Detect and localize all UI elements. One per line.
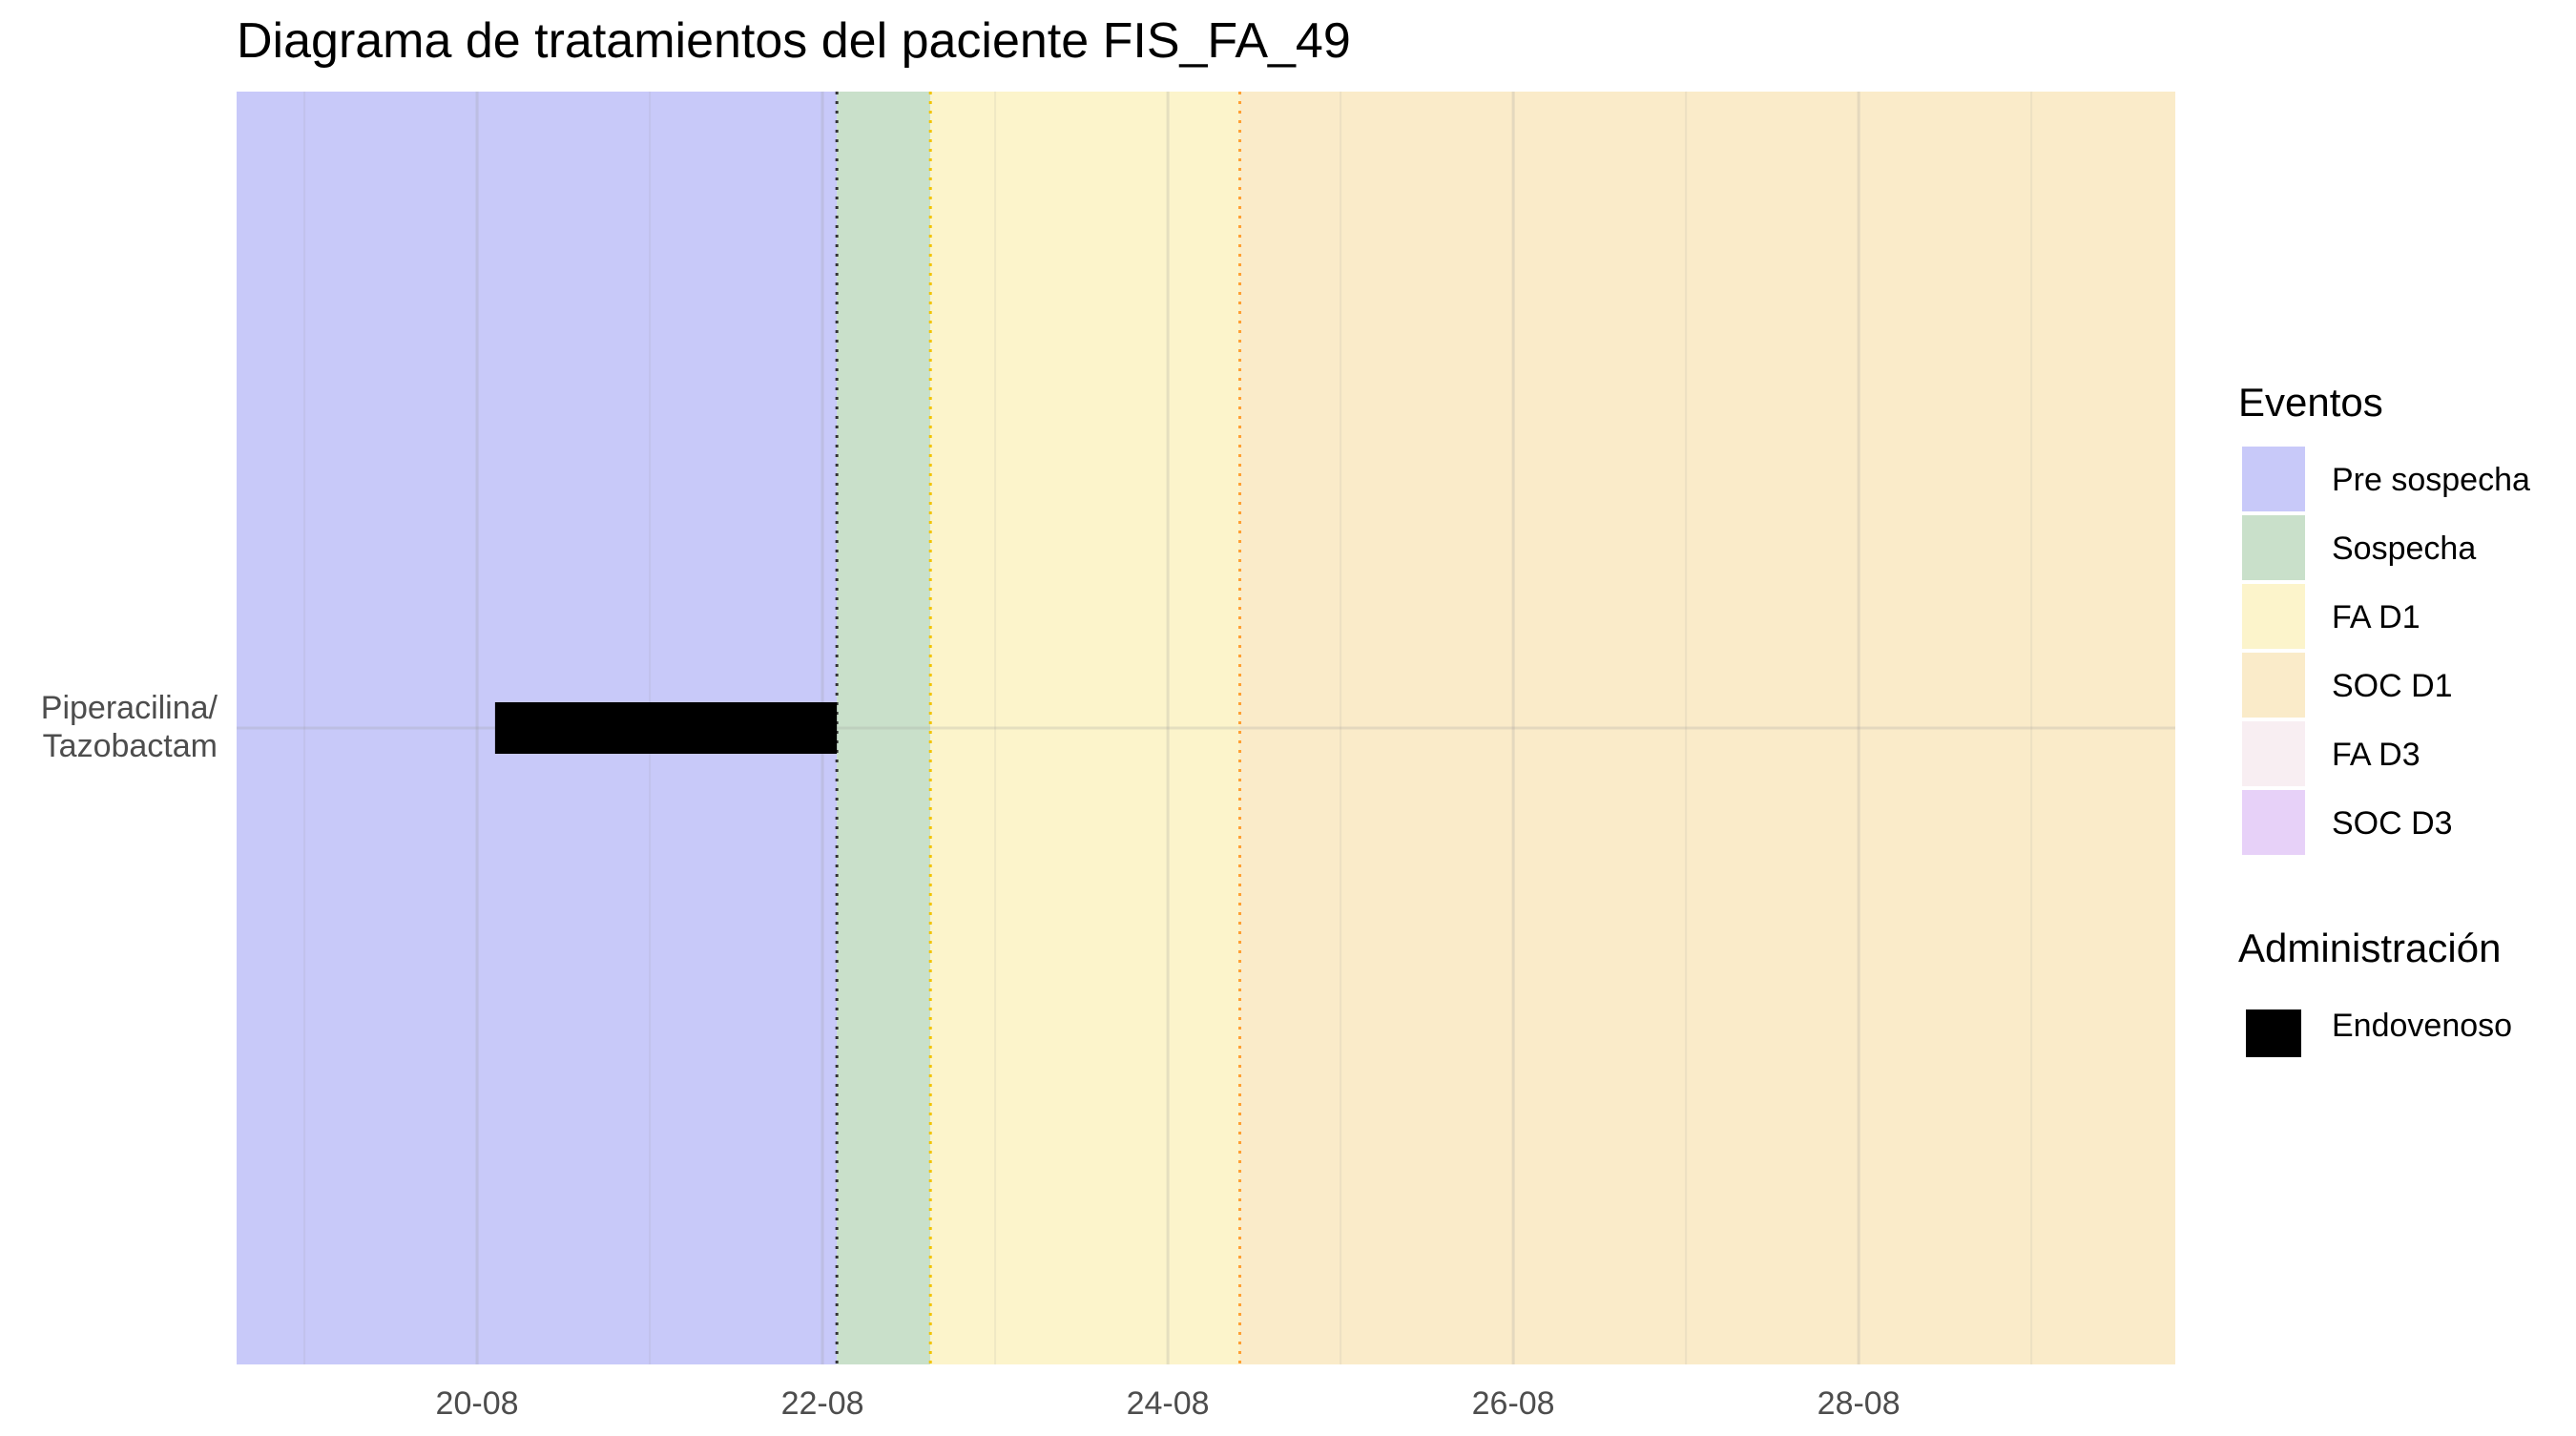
legend-title: Administración xyxy=(2238,926,2501,970)
treatment-bar xyxy=(494,702,838,754)
x-tick-label: 20-08 xyxy=(436,1385,519,1422)
legend-key xyxy=(2242,515,2305,580)
x-tick-label: 22-08 xyxy=(781,1385,864,1422)
legend-key xyxy=(2242,653,2305,718)
treatment-segments xyxy=(494,702,838,754)
legend-label: Pre sospecha xyxy=(2332,462,2530,498)
legend-label: SOC D3 xyxy=(2332,805,2453,842)
y-axis-labels: Piperacilina/Tazobactam xyxy=(41,690,218,764)
legend-key xyxy=(2242,447,2305,511)
event-band-fa-d1 xyxy=(930,92,1240,1364)
x-tick-label: 24-08 xyxy=(1127,1385,1210,1422)
legend-key xyxy=(2242,584,2305,649)
category-label: Tazobactam xyxy=(43,728,218,764)
x-axis-ticks: 20-08 22-08 24-08 26-08 28-08 xyxy=(436,1385,1901,1422)
legend-label: SOC D1 xyxy=(2332,668,2453,704)
legend-label: FA D3 xyxy=(2332,737,2420,773)
legend-label: FA D1 xyxy=(2332,599,2420,635)
legend-title: Eventos xyxy=(2238,380,2383,425)
chart-title: Diagrama de tratamientos del paciente FI… xyxy=(237,13,1351,69)
x-tick-label: 28-08 xyxy=(1818,1385,1901,1422)
legend-key xyxy=(2242,721,2305,786)
x-tick-label: 26-08 xyxy=(1472,1385,1555,1422)
legend-label: Endovenoso xyxy=(2332,1008,2512,1044)
legend-label: Sospecha xyxy=(2332,531,2476,567)
legend-key xyxy=(2242,790,2305,855)
vertical-markers xyxy=(835,92,1242,1364)
category-label: Piperacilina/ xyxy=(41,690,218,726)
event-band-soc-d1 xyxy=(1239,92,2175,1364)
event-band-sospecha xyxy=(837,92,931,1364)
legends: Eventos Pre sospecha Sospecha FA D1 SOC D1 FA… xyxy=(2238,380,2530,1057)
legend-key xyxy=(2246,1009,2301,1057)
